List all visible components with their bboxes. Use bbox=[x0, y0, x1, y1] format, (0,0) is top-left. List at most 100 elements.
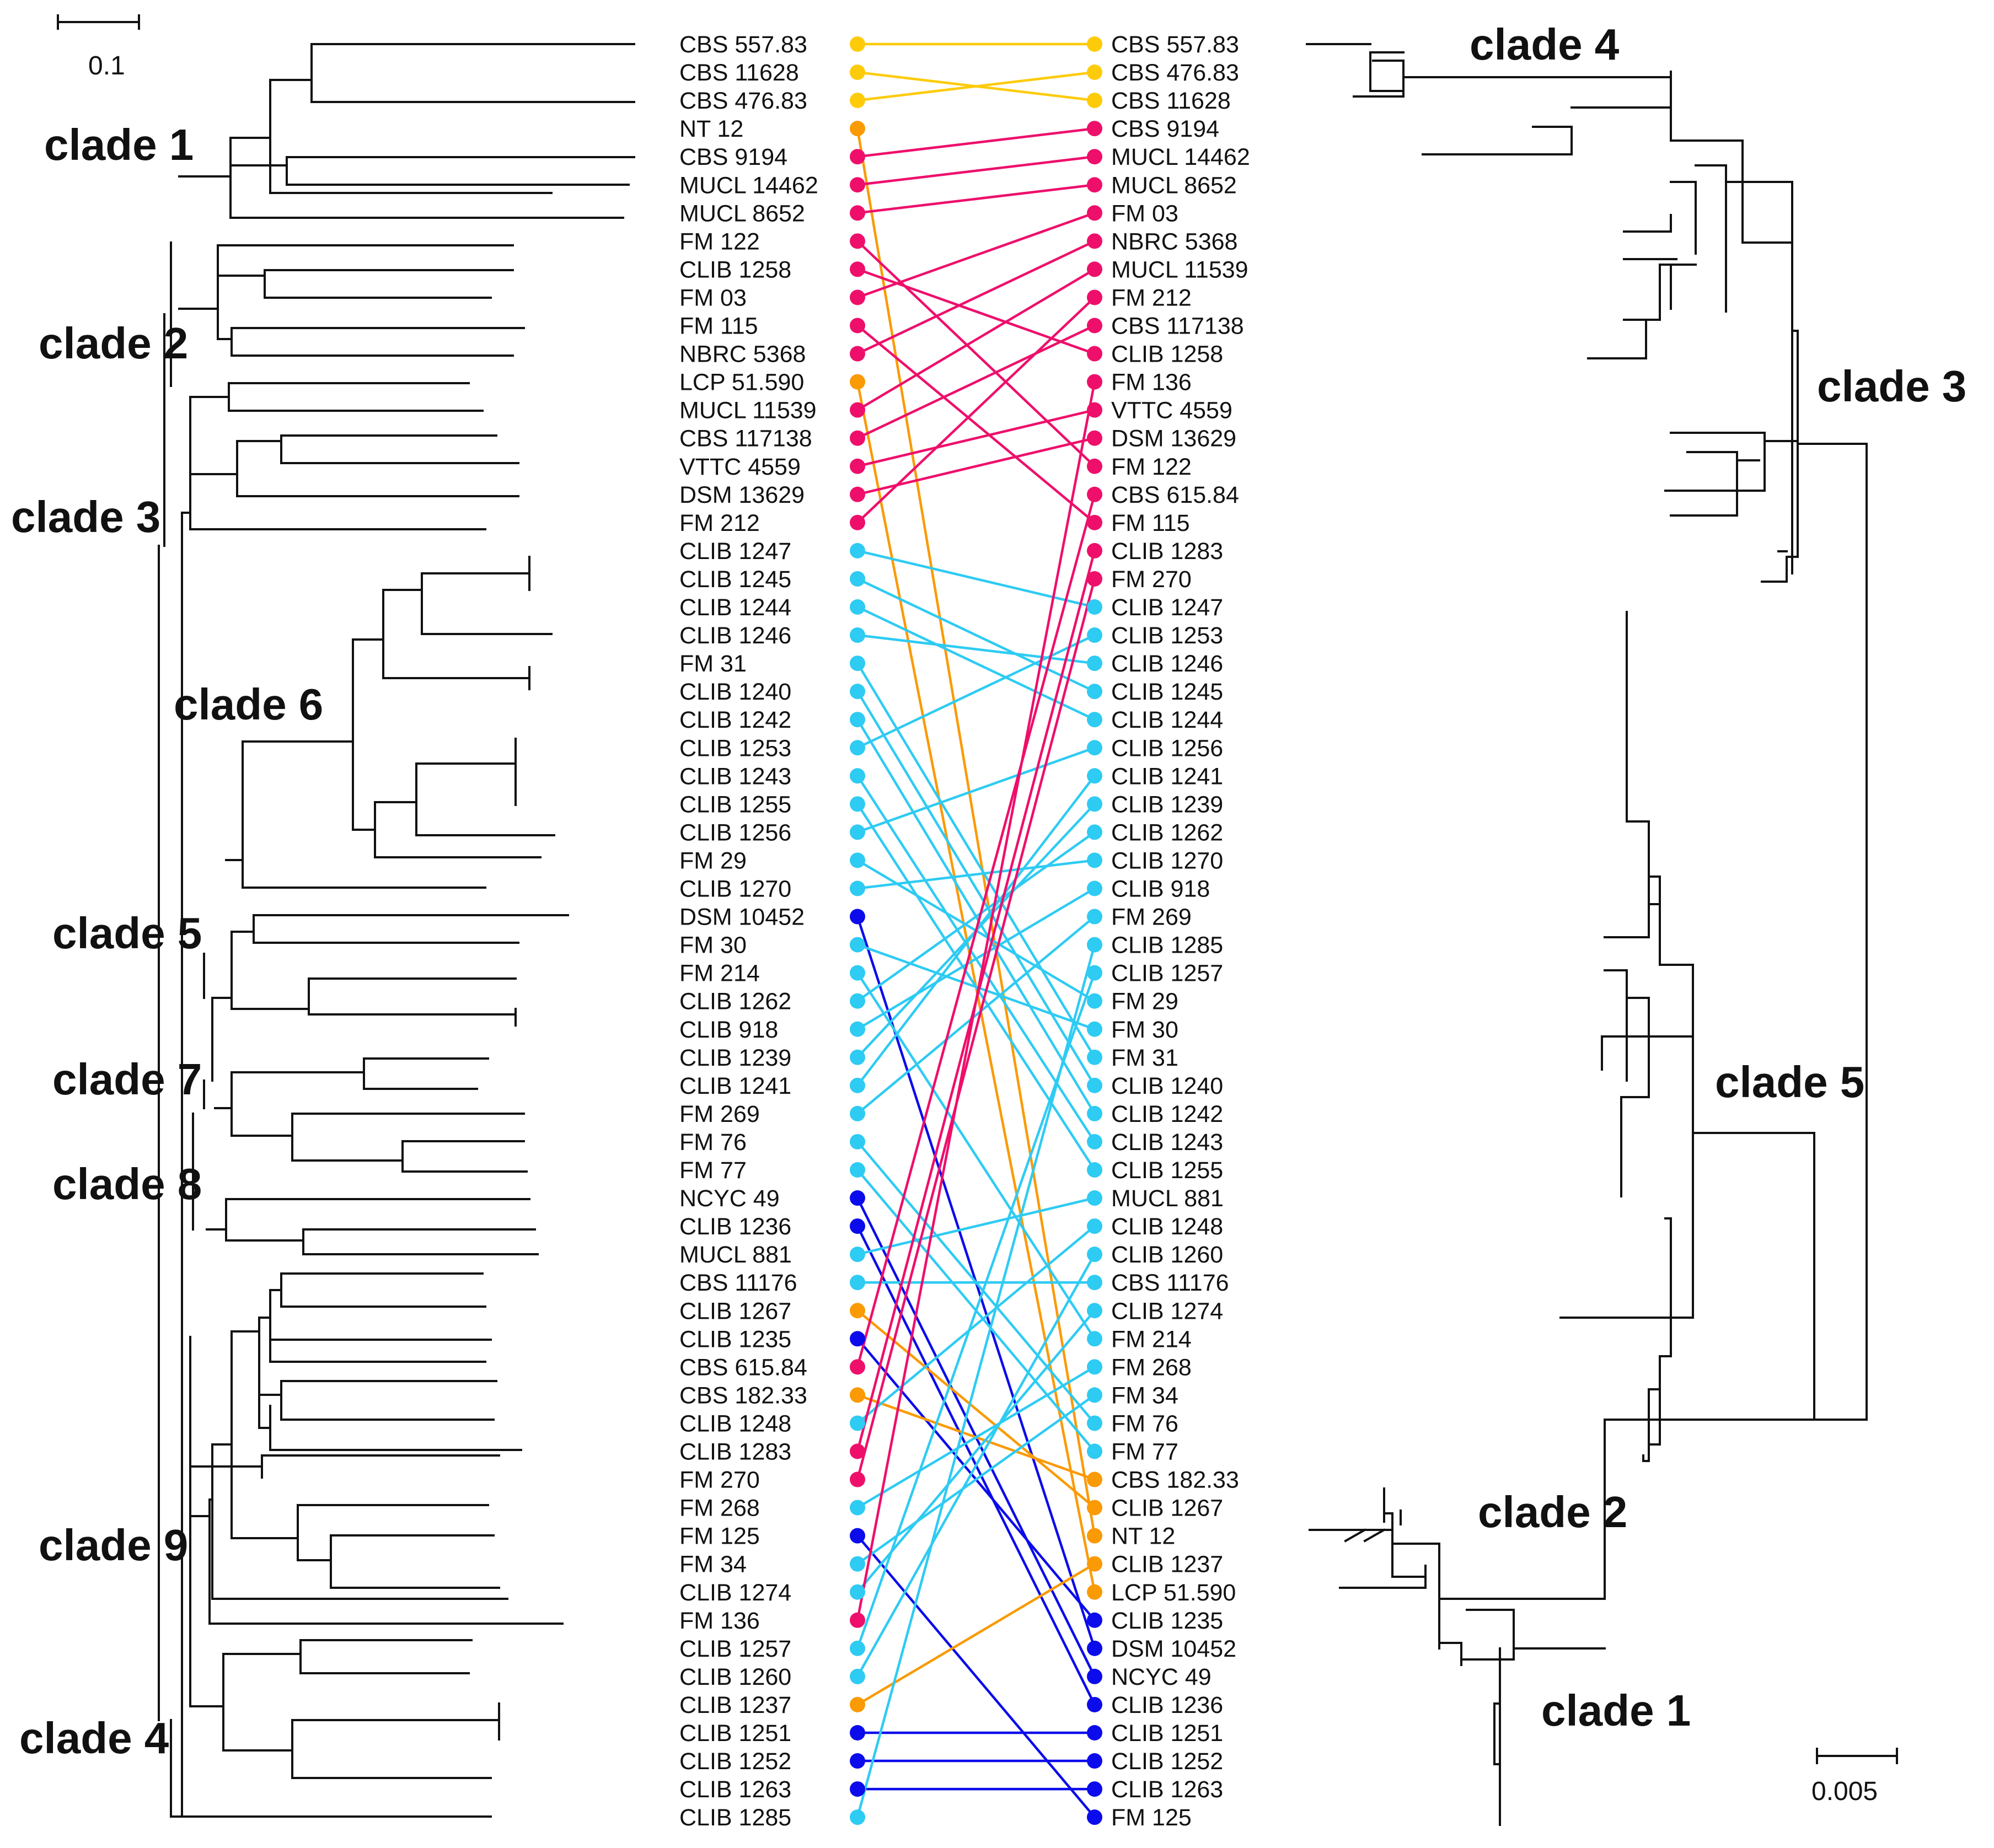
right-tip-dot bbox=[1087, 458, 1102, 474]
right-tip-dot bbox=[1087, 796, 1102, 812]
left-tip-label: FM 115 bbox=[679, 313, 758, 340]
right-tip-label: CLIB 1236 bbox=[1111, 1692, 1223, 1718]
right-tip-label: CLIB 1256 bbox=[1111, 735, 1223, 761]
right-tip-dot bbox=[1087, 656, 1102, 671]
left-tip-dot bbox=[850, 430, 865, 446]
right-tip-label: CLIB 1283 bbox=[1111, 538, 1223, 565]
right-tip-label: CLIB 1248 bbox=[1111, 1213, 1223, 1240]
right-tip-label: CLIB 1260 bbox=[1111, 1242, 1223, 1268]
left-tip-dot bbox=[850, 1500, 865, 1516]
right-tip-label: CLIB 1251 bbox=[1111, 1720, 1223, 1747]
left-tip-dot bbox=[850, 346, 865, 362]
right-tip-dot bbox=[1087, 205, 1102, 221]
right-scale-label: 0.005 bbox=[1811, 1777, 1878, 1806]
left-tip-dot bbox=[850, 712, 865, 728]
right-tip-label: MUCL 14462 bbox=[1111, 144, 1250, 170]
left-tip-dot bbox=[850, 740, 865, 756]
connector-line bbox=[857, 859, 1095, 890]
right-tip-label: NCYC 49 bbox=[1111, 1664, 1212, 1690]
right-tip-label: MUCL 8652 bbox=[1111, 172, 1237, 198]
right-tip-dot bbox=[1087, 965, 1102, 981]
right-tip-label: CBS 557.83 bbox=[1111, 31, 1239, 58]
right-tip-dot bbox=[1087, 36, 1102, 52]
right-tip-label: CLIB 1274 bbox=[1111, 1298, 1223, 1324]
right-tip-dot bbox=[1087, 1049, 1102, 1065]
right-tip-dot bbox=[1087, 514, 1102, 530]
right-tip-label: CBS 117138 bbox=[1111, 313, 1244, 340]
right-tip-dot bbox=[1087, 1275, 1102, 1291]
left-tip-dot bbox=[850, 542, 865, 558]
right-tip-dot bbox=[1087, 599, 1102, 615]
right-tip-dot bbox=[1087, 993, 1102, 1009]
left-tip-label: FM 34 bbox=[679, 1551, 747, 1578]
left-scale-label: 0.1 bbox=[88, 51, 125, 80]
right-tip-dot bbox=[1087, 1021, 1102, 1037]
right-clade-1: clade 1 bbox=[1541, 1686, 1691, 1735]
right-tip-label: FM 29 bbox=[1111, 989, 1178, 1015]
connector-line bbox=[856, 1225, 1096, 1425]
connector-line bbox=[857, 577, 1095, 693]
left-tip-dot bbox=[850, 1247, 865, 1263]
connector-line bbox=[856, 831, 1096, 1002]
connector-line bbox=[857, 634, 1095, 749]
left-tip-label: CLIB 1241 bbox=[679, 1073, 791, 1099]
connector-line bbox=[857, 746, 1095, 834]
right-tip-label: FM 270 bbox=[1111, 566, 1192, 593]
left-tip-dot bbox=[850, 796, 865, 812]
right-tip-dot bbox=[1087, 121, 1102, 137]
left-tip-dot bbox=[850, 1049, 865, 1065]
right-tip-dot bbox=[1087, 93, 1102, 109]
connector-line bbox=[857, 943, 1095, 1030]
left-tip-dot bbox=[850, 852, 865, 868]
right-tip-label: CLIB 1252 bbox=[1111, 1748, 1223, 1775]
right-tip-label: CBS 476.83 bbox=[1111, 60, 1239, 86]
left-tip-label: FM 31 bbox=[679, 651, 747, 677]
left-tip-dot bbox=[850, 1133, 865, 1149]
right-tip-dot bbox=[1087, 824, 1102, 840]
left-tip-label: FM 270 bbox=[679, 1467, 760, 1494]
left-tip-dot bbox=[850, 1162, 865, 1178]
right-tip-label: MUCL 11539 bbox=[1111, 256, 1248, 283]
left-tip-dot bbox=[850, 684, 865, 700]
left-tip-dot bbox=[850, 1725, 865, 1740]
left-tip-label: FM 212 bbox=[679, 510, 760, 536]
left-tip-dot bbox=[850, 1809, 865, 1825]
right-tip-label: CBS 11628 bbox=[1111, 88, 1231, 114]
connector-line bbox=[856, 915, 1096, 1115]
right-tip-dot bbox=[1087, 430, 1102, 446]
left-tip-dot bbox=[850, 1190, 865, 1206]
connector-line bbox=[857, 1196, 1095, 1256]
left-tip-label: CLIB 1258 bbox=[679, 256, 791, 283]
connector-line bbox=[856, 1309, 1096, 1593]
right-tip-label: MUCL 881 bbox=[1111, 1185, 1224, 1212]
right-tip-dot bbox=[1087, 374, 1102, 390]
connector-line bbox=[856, 1309, 1096, 1509]
connector-line bbox=[857, 155, 1095, 186]
left-clade-2: clade 2 bbox=[39, 319, 188, 368]
left-tip-label: CLIB 1236 bbox=[679, 1213, 791, 1240]
right-tip-label: FM 31 bbox=[1111, 1045, 1178, 1071]
right-tip-label: FM 122 bbox=[1111, 454, 1192, 480]
left-clade-7: clade 7 bbox=[52, 1055, 202, 1104]
left-tip-label: CLIB 1246 bbox=[679, 622, 791, 649]
right-tip-label: FM 76 bbox=[1111, 1410, 1178, 1437]
left-tip-label: CLIB 1270 bbox=[679, 876, 791, 902]
connector-line bbox=[856, 1254, 1096, 1678]
right-tip-label: CLIB 1258 bbox=[1111, 341, 1223, 368]
right-tip-label: CLIB 1267 bbox=[1111, 1495, 1223, 1522]
right-tip-label: NT 12 bbox=[1111, 1523, 1175, 1550]
left-tip-dot bbox=[850, 656, 865, 671]
connector-line bbox=[857, 409, 1095, 468]
right-tip-dot bbox=[1087, 1415, 1102, 1431]
right-tip-dot bbox=[1087, 909, 1102, 925]
left-tip-dot bbox=[850, 1753, 865, 1769]
left-tip-dot bbox=[850, 1359, 865, 1375]
right-tip-label: FM 03 bbox=[1111, 200, 1178, 227]
left-tip-label: DSM 10452 bbox=[679, 904, 805, 931]
left-tip-label: CBS 11176 bbox=[679, 1270, 797, 1296]
left-tip-dot bbox=[850, 65, 865, 80]
left-tip-label: CLIB 1256 bbox=[679, 819, 791, 846]
right-tip-label: CLIB 1270 bbox=[1111, 847, 1223, 874]
